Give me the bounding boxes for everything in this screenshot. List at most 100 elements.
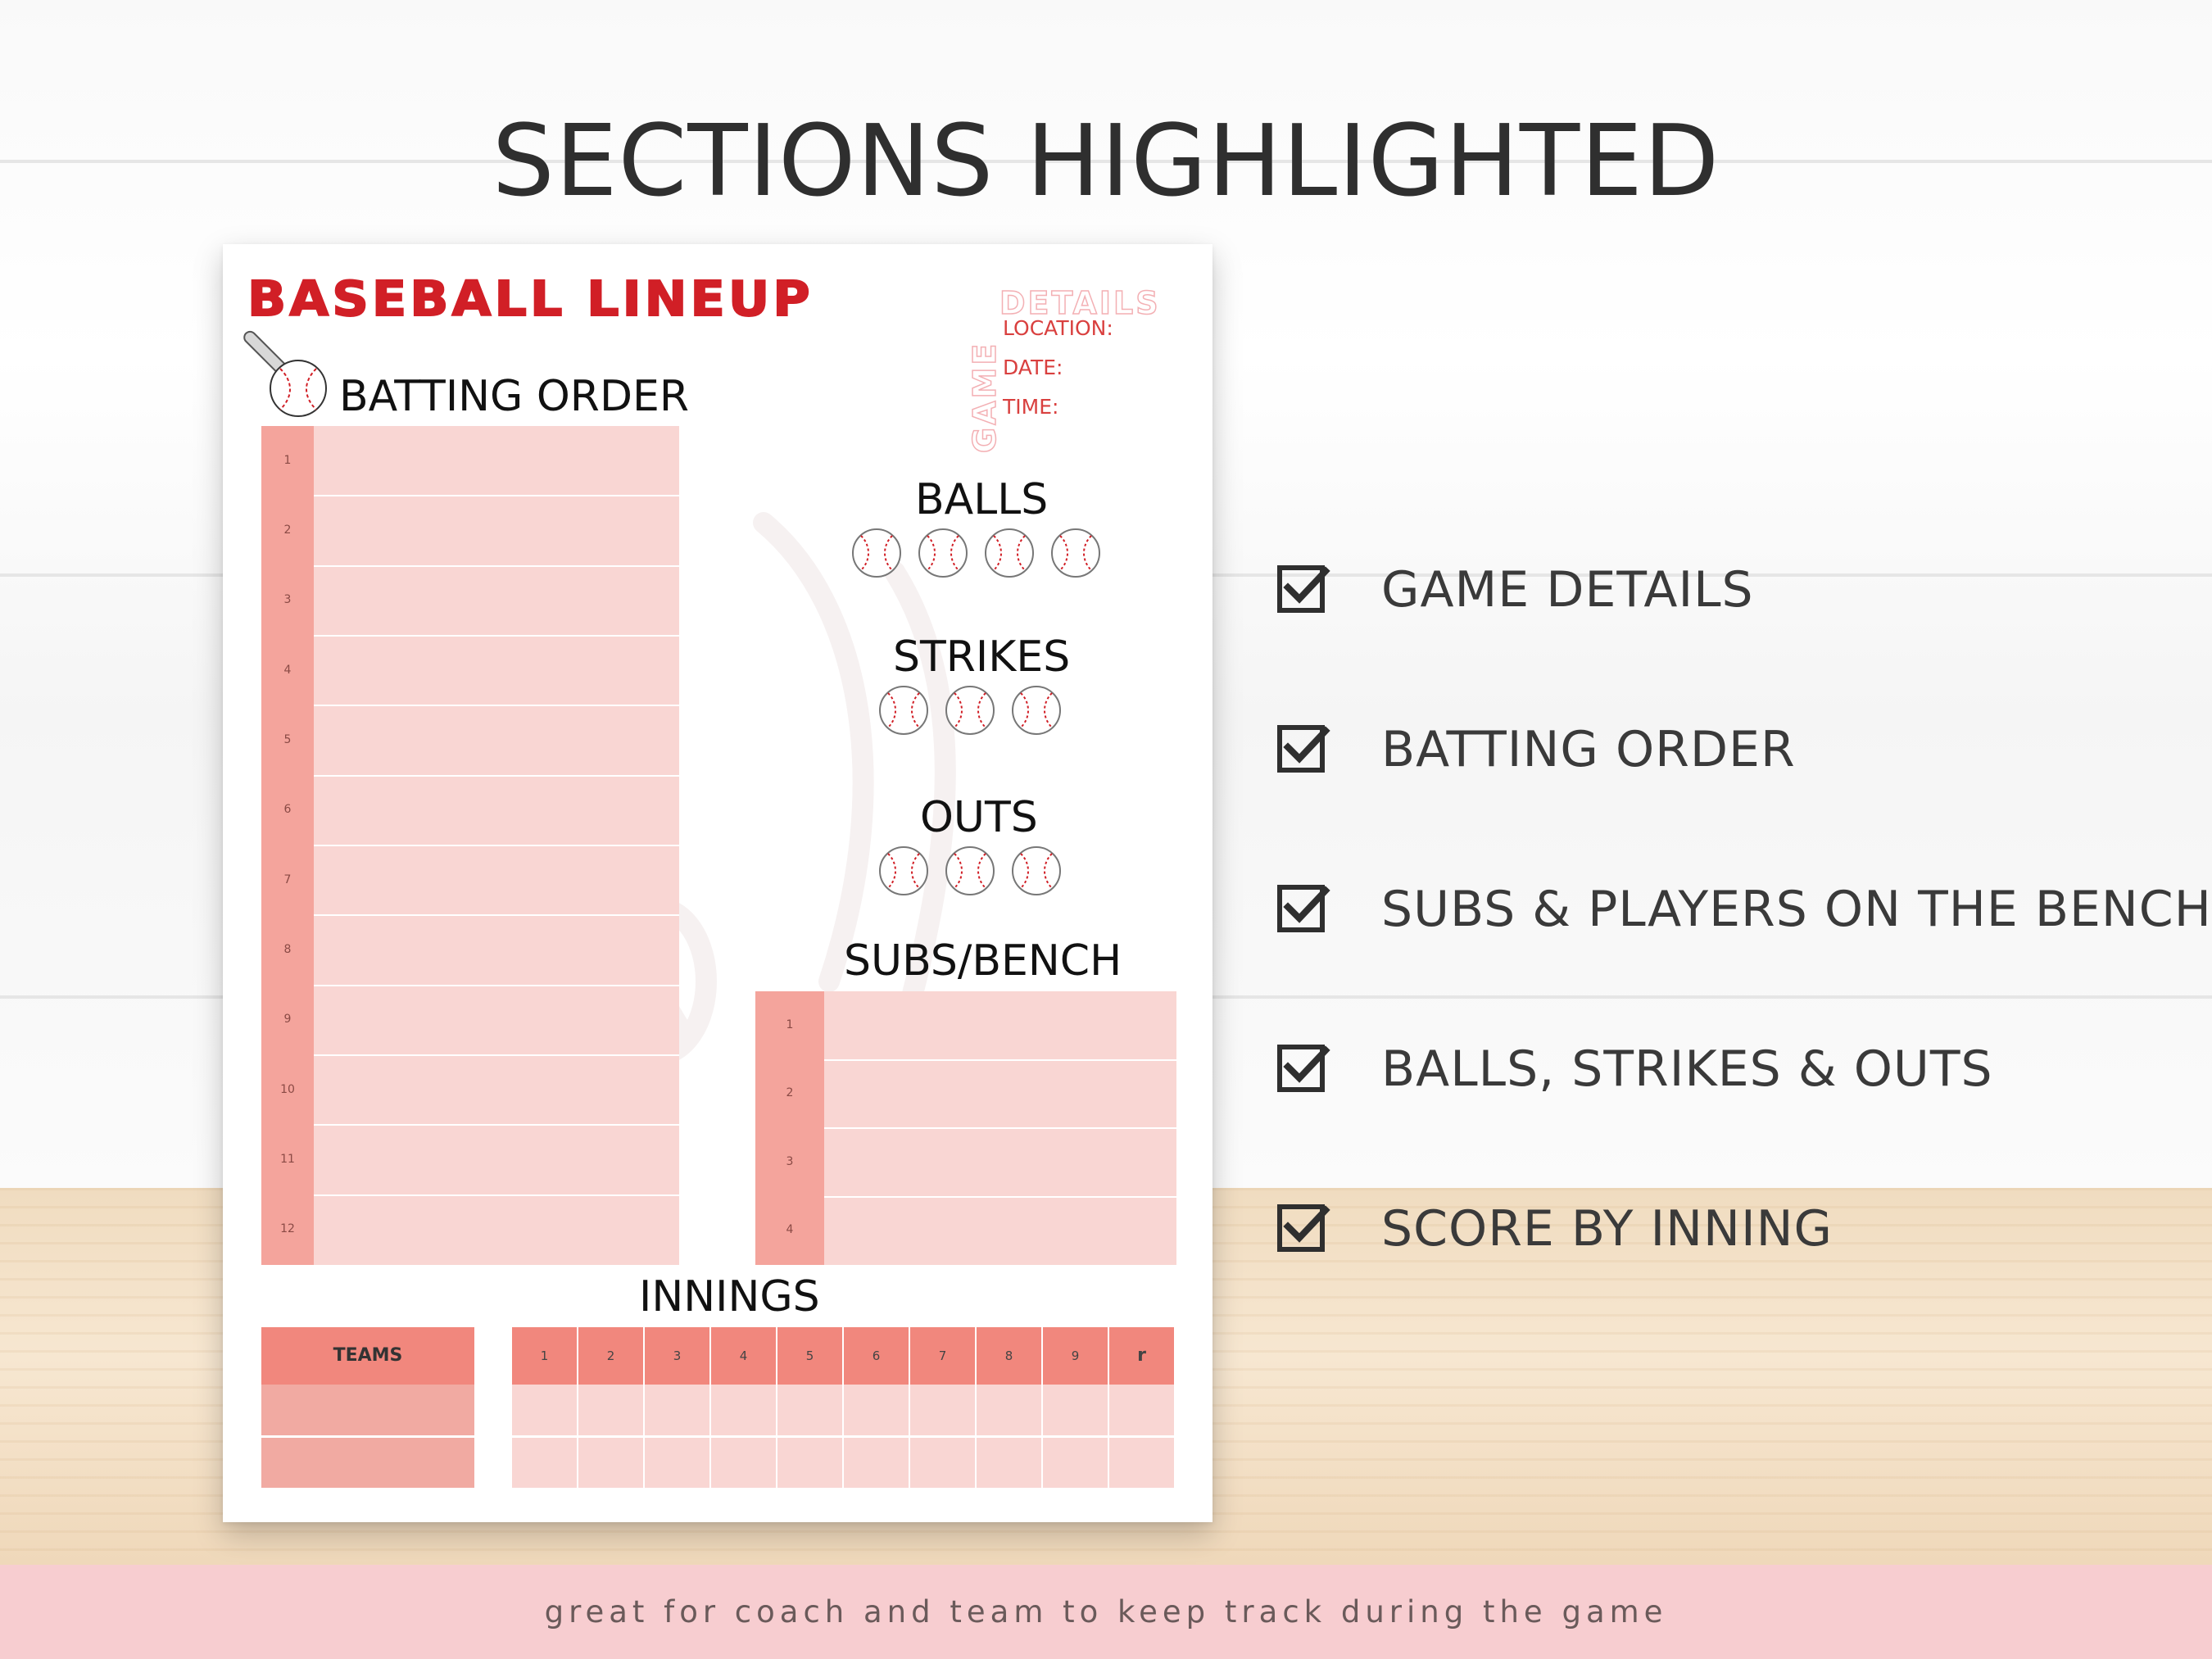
score-cell[interactable] xyxy=(710,1437,777,1488)
row-divider xyxy=(824,1127,1176,1129)
column-divider xyxy=(510,1327,512,1489)
row-divider xyxy=(824,1058,1176,1061)
checklist-item: SUBS & PLAYERS ON THE BENCH xyxy=(1276,877,2212,942)
out-tracker-icon[interactable] xyxy=(878,845,929,896)
batting-order-number: 7 xyxy=(283,873,292,886)
date-field-label: DATE: xyxy=(1003,356,1063,379)
checkbox-checked-icon xyxy=(1276,882,1330,936)
balls-label: BALLS xyxy=(915,475,1049,524)
column-divider xyxy=(709,1327,711,1489)
ball-tracker-icon[interactable] xyxy=(984,528,1035,578)
inning-header-cell xyxy=(777,1327,843,1385)
batting-order-number: 2 xyxy=(283,524,292,537)
score-cell[interactable] xyxy=(843,1437,909,1488)
game-heading: GAME xyxy=(966,341,1004,454)
score-cell[interactable] xyxy=(578,1385,644,1435)
inning-header-cell xyxy=(976,1327,1042,1385)
score-cell[interactable] xyxy=(578,1437,644,1488)
row-divider xyxy=(261,1436,1175,1438)
subs-number: 3 xyxy=(786,1154,794,1168)
lineup-sheet: BASEBALL LINEUP DETAILS GAME LOCATION: D… xyxy=(223,244,1213,1522)
score-cell[interactable] xyxy=(1108,1437,1175,1488)
ball-tracker-icon[interactable] xyxy=(1050,528,1101,578)
column-divider xyxy=(577,1327,578,1489)
score-cell[interactable] xyxy=(777,1437,843,1488)
row-divider xyxy=(314,1194,679,1196)
column-divider xyxy=(776,1327,777,1489)
score-cell[interactable] xyxy=(976,1437,1042,1488)
row-divider xyxy=(314,495,679,497)
checklist-label: SUBS & PLAYERS ON THE BENCH xyxy=(1381,881,2212,938)
inning-header-cell xyxy=(1108,1327,1175,1385)
subs-number: 4 xyxy=(786,1223,794,1237)
row-divider xyxy=(314,774,679,777)
checkbox-checked-icon xyxy=(1276,1042,1330,1096)
batting-order-number: 3 xyxy=(283,593,292,607)
score-cell[interactable] xyxy=(909,1385,976,1435)
inning-number: r xyxy=(1137,1345,1146,1366)
inning-header-cell xyxy=(710,1327,777,1385)
sheet-title: BASEBALL LINEUP xyxy=(247,270,814,328)
subs-number-column xyxy=(755,991,824,1265)
column-divider xyxy=(1108,1327,1109,1489)
innings-label: INNINGS xyxy=(639,1272,820,1321)
location-field-label: LOCATION: xyxy=(1003,316,1113,340)
subs-bench-label: SUBS/BENCH xyxy=(844,936,1122,986)
score-cell[interactable] xyxy=(644,1437,710,1488)
inning-header-cell xyxy=(1042,1327,1108,1385)
inning-number: 2 xyxy=(606,1349,615,1363)
score-cell[interactable] xyxy=(644,1385,710,1435)
batting-order-number: 11 xyxy=(280,1153,295,1166)
row-divider xyxy=(314,984,679,986)
column-divider xyxy=(1174,1327,1176,1489)
strike-tracker-icon[interactable] xyxy=(878,685,929,736)
checklist-label: BATTING ORDER xyxy=(1381,721,1796,778)
ball-tracker-icon[interactable] xyxy=(918,528,968,578)
column-divider xyxy=(474,1327,476,1489)
batting-order-number: 5 xyxy=(283,733,292,746)
score-cell[interactable] xyxy=(976,1385,1042,1435)
row-divider xyxy=(314,845,679,846)
inning-header-cell xyxy=(578,1327,644,1385)
score-cell[interactable] xyxy=(909,1437,976,1488)
strike-tracker-icon[interactable] xyxy=(945,685,995,736)
subs-number: 1 xyxy=(786,1018,794,1031)
out-tracker-icon[interactable] xyxy=(945,845,995,896)
checkbox-checked-icon xyxy=(1276,1202,1330,1256)
score-cell[interactable] xyxy=(1108,1385,1175,1435)
row-divider xyxy=(314,564,679,567)
batting-order-number-column xyxy=(261,426,314,1265)
column-divider xyxy=(975,1327,977,1489)
out-tracker-icon[interactable] xyxy=(1011,845,1062,896)
row-divider xyxy=(314,1124,679,1126)
score-cell[interactable] xyxy=(843,1385,909,1435)
strikes-label: STRIKES xyxy=(893,632,1071,682)
inning-number: 7 xyxy=(938,1349,947,1363)
subs-number: 2 xyxy=(786,1086,794,1100)
strike-tracker-icon[interactable] xyxy=(1011,685,1062,736)
inning-header-cell xyxy=(511,1327,578,1385)
team-name-cell[interactable] xyxy=(261,1385,474,1435)
checklist-item: BALLS, STRIKES & OUTS xyxy=(1276,1036,1993,1102)
score-cell[interactable] xyxy=(710,1385,777,1435)
score-cell[interactable] xyxy=(511,1437,578,1488)
inning-number: 1 xyxy=(540,1349,549,1363)
row-divider xyxy=(314,1054,679,1056)
batting-order-number: 10 xyxy=(280,1082,295,1096)
inning-number: 6 xyxy=(872,1349,881,1363)
score-cell[interactable] xyxy=(777,1385,843,1435)
checkbox-checked-icon xyxy=(1276,563,1330,617)
checklist-item: BATTING ORDER xyxy=(1276,717,1796,782)
score-cell[interactable] xyxy=(511,1385,578,1435)
inning-number: 8 xyxy=(1004,1349,1013,1363)
score-cell[interactable] xyxy=(1042,1437,1108,1488)
inning-number: 4 xyxy=(739,1349,748,1363)
footer-band: great for coach and team to keep track d… xyxy=(0,1565,2212,1659)
batting-order-number: 12 xyxy=(280,1222,295,1236)
bat-and-ball-icon xyxy=(243,330,327,417)
inning-header-cell xyxy=(644,1327,710,1385)
checklist-label: SCORE BY INNING xyxy=(1381,1200,1834,1258)
ball-tracker-icon[interactable] xyxy=(851,528,902,578)
team-name-cell[interactable] xyxy=(261,1437,474,1488)
score-cell[interactable] xyxy=(1042,1385,1108,1435)
